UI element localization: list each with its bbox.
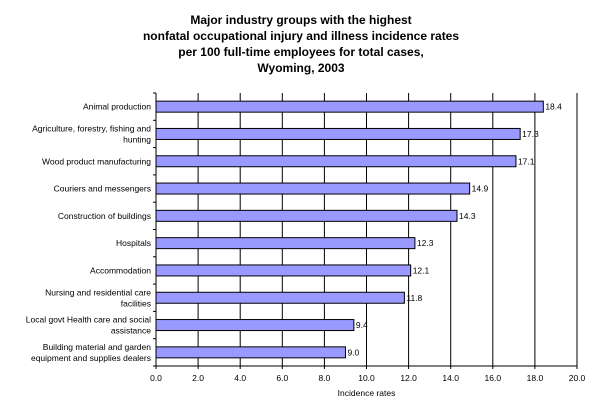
category-label: Wood product manufacturing [42,156,151,166]
x-tick-label: 10.0 [358,373,375,383]
bar [155,346,346,359]
x-tick-labels: 0.0 2.0 4.0 6.0 8.0 10.0 12.0 14.0 16.0 18.0 20.0 [150,92,586,383]
data-label: 9.0 [347,347,359,357]
chart-title-line: Wyoming, 2003 [257,61,344,75]
data-label: 17.1 [518,156,535,166]
category-label: Agriculture, forestry, fishing and [32,123,151,133]
x-tick-label: 14.0 [442,373,459,383]
data-label: 14.3 [459,211,476,221]
chart-title-line: Major industry groups with the highest [190,13,411,27]
category-label: Nursing and residential care [45,287,151,297]
chart-title-line: nonfatal occupational injury and illness… [143,29,459,43]
x-tick-label: 6.0 [276,373,288,383]
bar [155,291,405,304]
category-label: Accommodation [90,265,151,275]
data-label: 11.8 [406,293,422,303]
category-label: Local govt Health care and social [26,315,151,325]
x-tick-label: 2.0 [192,373,204,383]
data-label: 14.9 [472,184,489,194]
data-labels: 18.4 17.3 17.1 14.9 14.3 12.3 12.1 11.8 9.4 9.0 [347,102,562,358]
category-label: Animal production [83,102,151,112]
data-label: 12.1 [413,265,430,275]
bar [155,127,521,140]
chart-title: Major industry groups with the highest no… [143,13,459,75]
data-label: 9.4 [356,320,368,330]
data-label: 12.3 [417,238,434,248]
bar [155,237,416,250]
x-tick-label: 0.0 [150,373,162,383]
data-label: 17.3 [522,129,539,139]
chart-title-line: per 100 full-time employees for total ca… [178,45,423,59]
category-label: Building material and garden [43,342,151,352]
x-axis-title: Incidence rates [338,388,396,398]
category-labels: Animal production Agriculture, forestry, … [26,102,151,363]
bar [155,155,517,168]
category-label: facilities [121,298,151,308]
bar [155,264,412,277]
category-label: Hospitals [116,238,151,248]
category-label: Construction of buildings [58,211,151,221]
category-label: hunting [123,134,151,144]
x-tick-label: 12.0 [400,373,417,383]
category-label: equipment and supplies dealers [31,353,151,363]
data-label: 18.4 [545,102,562,112]
category-label: assistance [111,326,151,336]
x-tick-label: 8.0 [318,373,330,383]
x-tick-label: 20.0 [569,373,586,383]
bar [155,100,544,113]
x-tick-label: 16.0 [485,373,502,383]
bar [155,319,355,332]
x-tick-label: 18.0 [527,373,544,383]
bars [155,100,544,359]
bar [155,209,458,222]
x-tick-label: 4.0 [234,373,246,383]
category-label: Couriers and messengers [54,184,151,194]
bar [155,182,471,195]
